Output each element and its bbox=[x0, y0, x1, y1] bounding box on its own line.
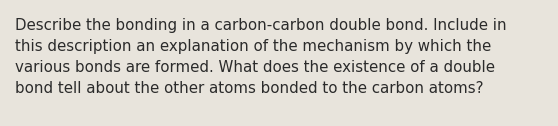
Text: Describe the bonding in a carbon-carbon double bond. Include in
this description: Describe the bonding in a carbon-carbon … bbox=[15, 18, 507, 96]
